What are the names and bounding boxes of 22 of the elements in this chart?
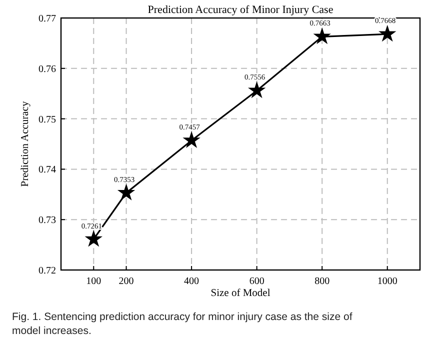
x-tick-label: 400 (184, 276, 200, 287)
y-tick-label: 0.75 (38, 114, 56, 126)
caption: Fig. 1. Sentencing prediction accuracy for minor injury case as the size of model increases. (12, 311, 352, 337)
x-tick-label: 600 (249, 276, 264, 287)
chart-title: Prediction Accuracy of Minor Injury Case (148, 4, 334, 16)
point (184, 132, 199, 147)
point (86, 232, 101, 246)
point (250, 83, 264, 97)
y-tick-label: 0.72 (38, 266, 56, 276)
y-tick-label: 0.74 (38, 164, 56, 176)
x-tick-label: 200 (118, 276, 134, 287)
point (380, 26, 395, 40)
point (119, 185, 134, 200)
y-tick-label: 0.76 (38, 64, 56, 75)
x-tick-label: 800 (314, 276, 330, 287)
x-tick-label: 1000 (377, 276, 398, 287)
x-tick-label: 100 (86, 276, 102, 287)
x-axis-title: Size of Model (210, 288, 270, 299)
point (314, 29, 330, 43)
y-tick-label: 0.73 (38, 215, 56, 226)
y-tick-label: 0.77 (38, 14, 56, 24)
y-axis-title: Prediction Accuracy (20, 100, 31, 187)
